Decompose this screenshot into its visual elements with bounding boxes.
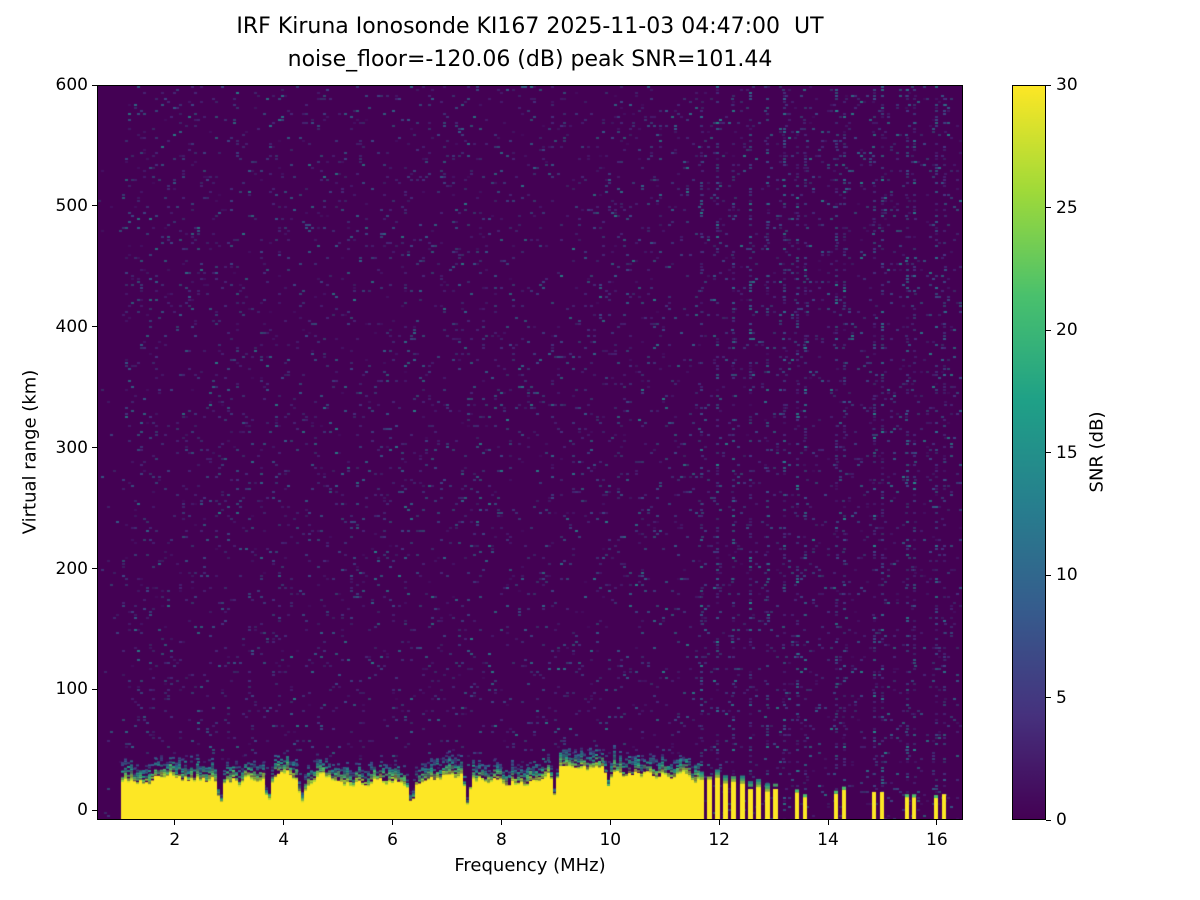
colorbar-tick-label: 5 (1056, 687, 1067, 708)
y-tick-mark (92, 205, 97, 207)
colorbar-canvas (1013, 86, 1045, 819)
y-tick-label: 400 (55, 316, 88, 337)
chart-title: IRF Kiruna Ionosonde KI167 2025-11-03 04… (236, 14, 824, 39)
colorbar (1012, 85, 1046, 820)
colorbar-tick-label: 15 (1056, 442, 1078, 463)
chart-subtitle: noise_floor=-120.06 (dB) peak SNR=101.44 (287, 47, 773, 72)
colorbar-tick-label: 20 (1056, 320, 1078, 340)
y-tick-label: 300 (55, 437, 88, 458)
colorbar-tick-label: 30 (1056, 75, 1078, 95)
x-tick-label: 10 (599, 830, 622, 850)
plot-area (97, 85, 963, 820)
x-tick-mark (936, 820, 938, 825)
y-tick-mark (92, 809, 97, 811)
colorbar-tick-mark (1046, 452, 1051, 453)
colorbar-tick-label: 25 (1056, 197, 1078, 218)
y-tick-label: 100 (55, 679, 88, 700)
colorbar-tick-mark (1046, 207, 1051, 208)
colorbar-tick-mark (1046, 574, 1051, 576)
x-tick-mark (174, 820, 176, 825)
y-tick-mark (92, 568, 97, 570)
colorbar-tick-mark (1046, 697, 1051, 698)
y-tick-mark (92, 688, 97, 690)
x-tick-label: 16 (926, 830, 948, 850)
colorbar-tick-mark (1046, 329, 1051, 331)
y-tick-mark (92, 84, 97, 86)
x-tick-label: 2 (169, 830, 181, 850)
x-axis-label: Frequency (MHz) (454, 855, 606, 876)
x-tick-label: 8 (496, 830, 507, 850)
y-tick-mark (92, 326, 97, 328)
colorbar-tick-label: 0 (1056, 810, 1067, 830)
colorbar-tick-label: 10 (1056, 565, 1078, 585)
x-tick-label: 4 (278, 830, 290, 850)
colorbar-label: SNR (dB) (1086, 411, 1108, 493)
y-tick-label: 500 (55, 195, 88, 216)
x-tick-label: 6 (387, 830, 398, 850)
y-tick-label: 0 (77, 800, 88, 821)
x-tick-mark (827, 820, 829, 825)
colorbar-tick-mark (1046, 819, 1051, 821)
x-tick-mark (283, 820, 285, 825)
heatmap-canvas (98, 86, 962, 819)
y-tick-mark (92, 447, 97, 449)
x-tick-mark (718, 820, 720, 825)
y-tick-label: 200 (55, 558, 88, 579)
x-tick-mark (500, 820, 502, 825)
y-tick-label: 600 (55, 75, 88, 95)
x-tick-mark (392, 820, 394, 825)
x-tick-label: 14 (817, 830, 839, 850)
x-tick-label: 12 (708, 830, 730, 850)
colorbar-tick-mark (1046, 84, 1051, 86)
x-tick-mark (609, 820, 611, 825)
